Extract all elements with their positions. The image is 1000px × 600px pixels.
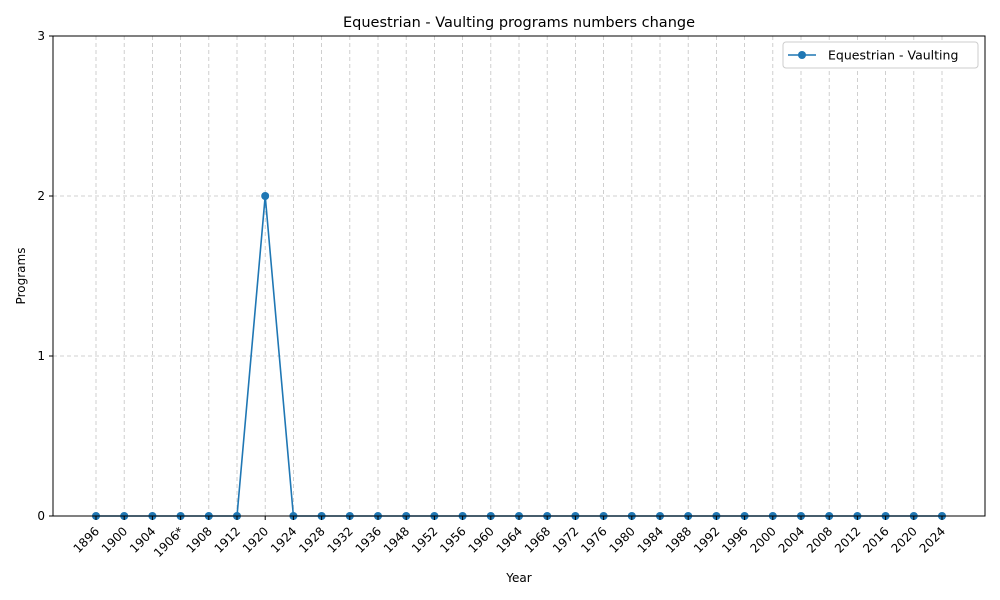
- x-tick-label: 1932: [324, 524, 355, 555]
- x-tick-label: 1964: [494, 524, 525, 555]
- y-tick-label: 3: [37, 29, 45, 43]
- x-tick-label: 1896: [71, 524, 102, 555]
- x-tick-label: 2004: [776, 524, 807, 555]
- x-tick-label: 1908: [183, 524, 214, 555]
- x-tick-label: 1920: [240, 524, 271, 555]
- x-tick-label: 1996: [719, 524, 750, 555]
- y-tick-label: 0: [37, 509, 45, 523]
- x-tick-label: 2020: [888, 524, 919, 555]
- x-tick-label: 1952: [409, 524, 440, 555]
- x-tick-label: 1988: [663, 524, 694, 555]
- y-tick-label: 2: [37, 189, 45, 203]
- x-tick-label: 2008: [804, 524, 835, 555]
- y-axis-ticks: 0 1 2 3: [37, 29, 53, 523]
- x-tick-label: 1980: [606, 524, 637, 555]
- x-tick-label: 2024: [917, 524, 948, 555]
- x-tick-label: 2016: [860, 524, 891, 555]
- x-tick-label: 1912: [212, 524, 243, 555]
- x-tick-label: 1936: [353, 524, 384, 555]
- data-point: [261, 192, 270, 200]
- legend-point-marker: [798, 51, 806, 59]
- x-tick-label: 1900: [99, 524, 130, 555]
- grid: [53, 36, 985, 516]
- chart-title: Equestrian - Vaulting programs numbers c…: [343, 15, 695, 31]
- x-tick-label: 1956: [437, 524, 468, 555]
- x-tick-label: 1984: [635, 524, 666, 555]
- x-tick-label: 1992: [691, 524, 722, 555]
- x-tick-label: 1924: [268, 524, 299, 555]
- x-axis-label: Year: [505, 571, 531, 585]
- x-tick-label: 1960: [465, 524, 496, 555]
- y-tick-label: 1: [37, 349, 45, 363]
- legend: Equestrian - Vaulting: [782, 41, 979, 69]
- x-tick-label: 1972: [550, 524, 581, 555]
- x-tick-label: 2000: [747, 524, 778, 555]
- x-tick-label: 1976: [578, 524, 609, 555]
- x-tick-label: 1906*: [151, 524, 187, 560]
- y-axis-label: Programs: [14, 248, 28, 305]
- x-tick-label: 1968: [522, 524, 553, 555]
- x-tick-label: 2012: [832, 524, 863, 555]
- legend-entry: Equestrian - Vaulting: [828, 48, 958, 63]
- x-tick-label: 1928: [296, 524, 327, 555]
- x-axis-ticks: 1896190019041906*19081912192019241928193…: [71, 516, 948, 560]
- x-tick-label: 1948: [381, 524, 412, 555]
- legend-box: [782, 41, 979, 69]
